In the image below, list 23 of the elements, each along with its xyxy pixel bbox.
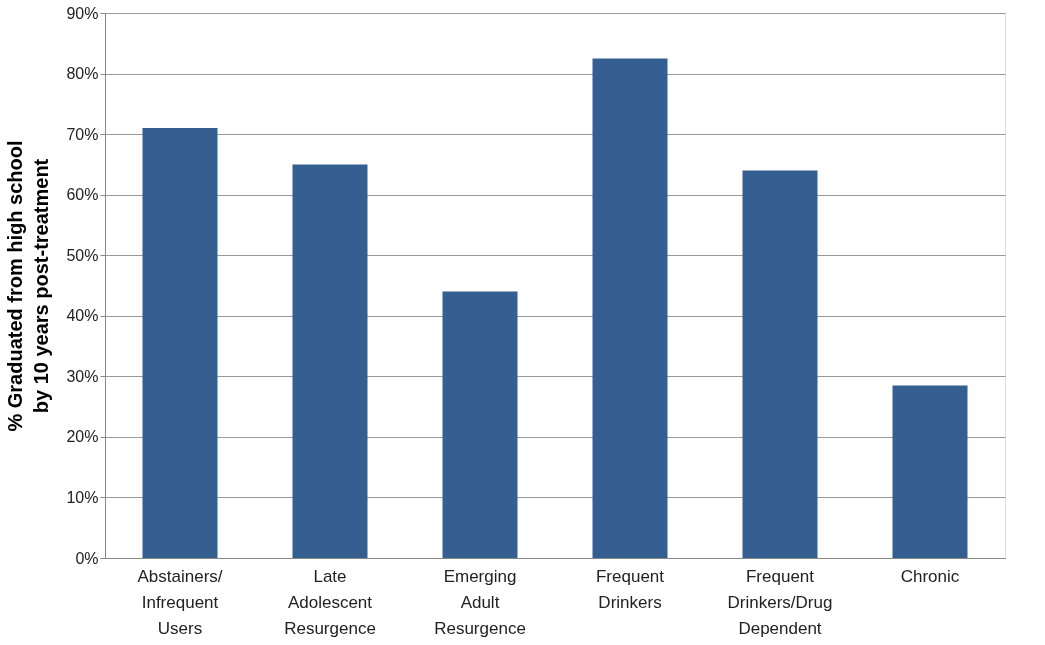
- y-tick-label: 70%: [66, 125, 99, 143]
- y-axis-title: % Graduated from high school by 10 years post-treatment: [4, 140, 53, 432]
- bar: [742, 170, 818, 558]
- y-tick-label: 60%: [66, 186, 99, 204]
- x-tick-label: Late Adolescent Resurgence: [284, 566, 376, 638]
- bar: [442, 291, 518, 558]
- bar: [292, 164, 368, 558]
- x-tick-label: Frequent Drinkers/Drug Dependent: [727, 566, 833, 638]
- y-tick-label: 90%: [66, 4, 99, 22]
- bar: [592, 58, 668, 558]
- y-tick-label: 30%: [66, 367, 99, 385]
- y-tick-label: 0%: [75, 549, 99, 567]
- y-tick-label: 50%: [66, 246, 99, 264]
- bar: [142, 128, 218, 558]
- y-tick-label: 80%: [66, 65, 99, 83]
- x-tick-label: Emerging Adult Resurgence: [434, 566, 526, 638]
- y-tick-label: 10%: [66, 488, 99, 506]
- x-tick-label: Frequent Drinkers: [595, 566, 665, 612]
- bar: [892, 385, 968, 558]
- y-tick-label: 40%: [66, 307, 99, 325]
- x-tick-label: Abstainers/ Infrequent Users: [137, 566, 223, 638]
- y-tick-label: 20%: [66, 428, 99, 446]
- x-tick-label: Chronic: [900, 566, 960, 586]
